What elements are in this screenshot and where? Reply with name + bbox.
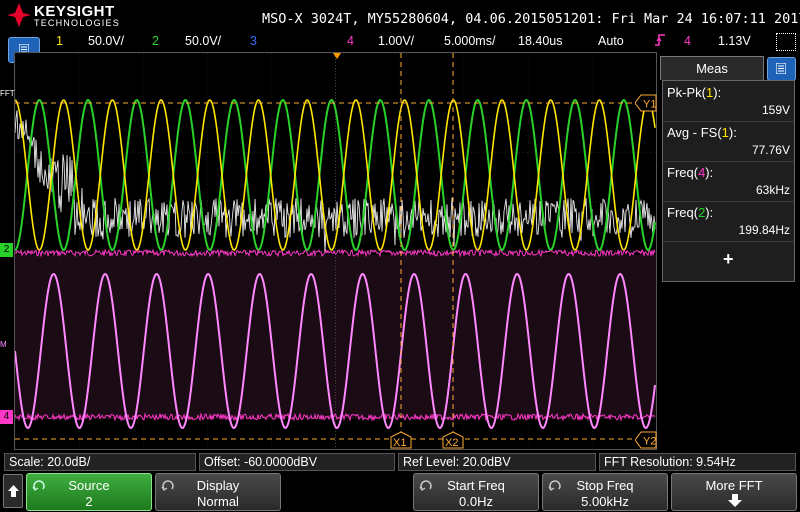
- knob-icon: [548, 480, 561, 491]
- meas-value: 77.76V: [751, 143, 790, 157]
- status-bar: Scale: 20.0dB/ Offset: -60.0000dBV Ref L…: [0, 452, 800, 472]
- svg-text:Y2: Y2: [643, 436, 656, 448]
- keysight-logo-icon: [7, 3, 31, 27]
- start-freq-softkey[interactable]: Start Freq 0.0Hz: [413, 473, 539, 511]
- meas-tab[interactable]: Meas: [660, 56, 764, 80]
- measurement-pkpk-ch1[interactable]: Pk-Pk(1): 159V: [663, 81, 794, 122]
- meas-channel: 2: [698, 205, 706, 220]
- scale-status: Scale: 20.0dB/: [4, 453, 196, 471]
- timebase[interactable]: 5.000ms/: [444, 34, 496, 48]
- source-value: 2: [85, 494, 93, 509]
- more-fft-label: More FFT: [705, 478, 763, 493]
- ch3-number[interactable]: 3: [250, 34, 257, 48]
- meas-close: ):: [728, 125, 737, 140]
- math-marker[interactable]: M: [0, 340, 7, 349]
- offset-status: Offset: -60.0000dBV: [199, 453, 395, 471]
- ch2-ground-marker[interactable]: 2: [0, 243, 13, 257]
- fft-resolution-status: FFT Resolution: 9.54Hz: [599, 453, 796, 471]
- ref-level-status: Ref Level: 20.0dBV: [398, 453, 596, 471]
- ch4-scale[interactable]: 1.00V/: [378, 34, 415, 48]
- svg-text:X1: X1: [393, 437, 406, 449]
- meas-value: 159V: [761, 103, 790, 117]
- ch4-ground-marker[interactable]: 4: [0, 410, 13, 424]
- start-freq-value: 0.0Hz: [459, 494, 493, 509]
- menu-icon: [776, 63, 786, 74]
- waveform-display[interactable]: Y1 Y2 X1 X2: [14, 52, 657, 450]
- down-arrow-icon: [728, 494, 742, 507]
- meas-channel: 1: [721, 125, 729, 140]
- meas-close: ):: [713, 85, 722, 100]
- knob-icon: [32, 480, 45, 491]
- grid-icon[interactable]: [776, 33, 796, 51]
- ch2-trace: [15, 98, 656, 252]
- meas-channel: 1: [706, 85, 714, 100]
- stop-freq-label: Stop Freq: [576, 478, 634, 493]
- brand-subtitle: TECHNOLOGIES: [34, 18, 120, 28]
- fft-marker[interactable]: FFT: [0, 89, 15, 98]
- source-label: Source: [68, 478, 110, 493]
- ch2-number[interactable]: 2: [152, 34, 159, 48]
- trigger-edge-icon: [654, 33, 666, 50]
- add-measurement-button[interactable]: +: [723, 249, 734, 269]
- knob-icon: [419, 480, 432, 491]
- meas-close: ):: [705, 205, 714, 220]
- y1-marker[interactable]: Y1: [635, 94, 657, 112]
- trigger-source[interactable]: 4: [684, 34, 691, 48]
- ch1-scale[interactable]: 50.0V/: [88, 34, 125, 48]
- trigger-level[interactable]: 1.13V: [718, 34, 751, 48]
- brand-name: KEYSIGHT: [34, 3, 115, 20]
- ch4-number[interactable]: 4: [347, 34, 354, 48]
- measurement-freq-ch2[interactable]: Freq(2): 199.84Hz: [663, 201, 794, 242]
- stop-freq-value: 5.00kHz: [581, 494, 629, 509]
- trigger-mode[interactable]: Auto: [598, 34, 624, 48]
- meas-close: ):: [705, 165, 714, 180]
- instrument-title: MSO-X 3024T, MY55280604, 04.06.201505120…: [262, 11, 800, 27]
- softkey-bar: Source 2 Display Normal Start Freq 0.0Hz…: [0, 472, 800, 512]
- display-label: Display: [196, 478, 240, 493]
- y2-marker[interactable]: Y2: [635, 431, 657, 449]
- display-softkey[interactable]: Display Normal: [155, 473, 281, 511]
- knob-icon: [161, 480, 174, 491]
- meas-name: Avg - FS(: [667, 125, 722, 140]
- source-softkey[interactable]: Source 2: [26, 473, 152, 511]
- measurement-panel: Meas Pk-Pk(1): 159V Avg - FS(1): 77.76V …: [660, 52, 800, 450]
- stop-freq-softkey[interactable]: Stop Freq 5.00kHz: [542, 473, 668, 511]
- meas-name: Freq(: [667, 165, 699, 180]
- fft-trace: [15, 110, 656, 253]
- time-delay[interactable]: 18.40us: [518, 34, 563, 48]
- ch4-noise-band: [15, 248, 656, 258]
- waveform-canvas: [15, 53, 656, 449]
- svg-text:Y1: Y1: [643, 99, 656, 111]
- meas-value: 199.84Hz: [738, 223, 790, 237]
- measurement-avg-ch1[interactable]: Avg - FS(1): 77.76V: [663, 121, 794, 162]
- x1-marker[interactable]: X1: [390, 432, 412, 449]
- x2-marker[interactable]: X2: [442, 432, 464, 449]
- ch1-trace: [15, 99, 656, 251]
- ch2-scale[interactable]: 50.0V/: [185, 34, 222, 48]
- meas-name: Pk-Pk(: [667, 85, 706, 100]
- trigger-position-icon: [333, 53, 341, 59]
- back-up-button[interactable]: [3, 474, 23, 508]
- measurement-list: Pk-Pk(1): 159V Avg - FS(1): 77.76V Freq(…: [662, 80, 795, 282]
- display-value: Normal: [197, 494, 239, 509]
- svg-text:X2: X2: [445, 437, 458, 449]
- more-fft-softkey[interactable]: More FFT: [671, 473, 797, 511]
- meas-name: Freq(: [667, 205, 699, 220]
- ch1-number[interactable]: 1: [56, 34, 63, 48]
- meas-menu-button[interactable]: [767, 57, 796, 81]
- start-freq-label: Start Freq: [447, 478, 505, 493]
- math-trace: [15, 272, 656, 430]
- title-bar: KEYSIGHT TECHNOLOGIES MSO-X 3024T, MY552…: [0, 0, 800, 32]
- measurement-freq-ch4[interactable]: Freq(4): 63kHz: [663, 161, 794, 202]
- meas-value: 63kHz: [755, 183, 790, 197]
- channel-bar: 1 50.0V/ 2 50.0V/ 3 4 1.00V/ 5.000ms/ 18…: [0, 32, 800, 51]
- up-arrow-icon: [8, 485, 19, 497]
- meas-channel: 4: [698, 165, 706, 180]
